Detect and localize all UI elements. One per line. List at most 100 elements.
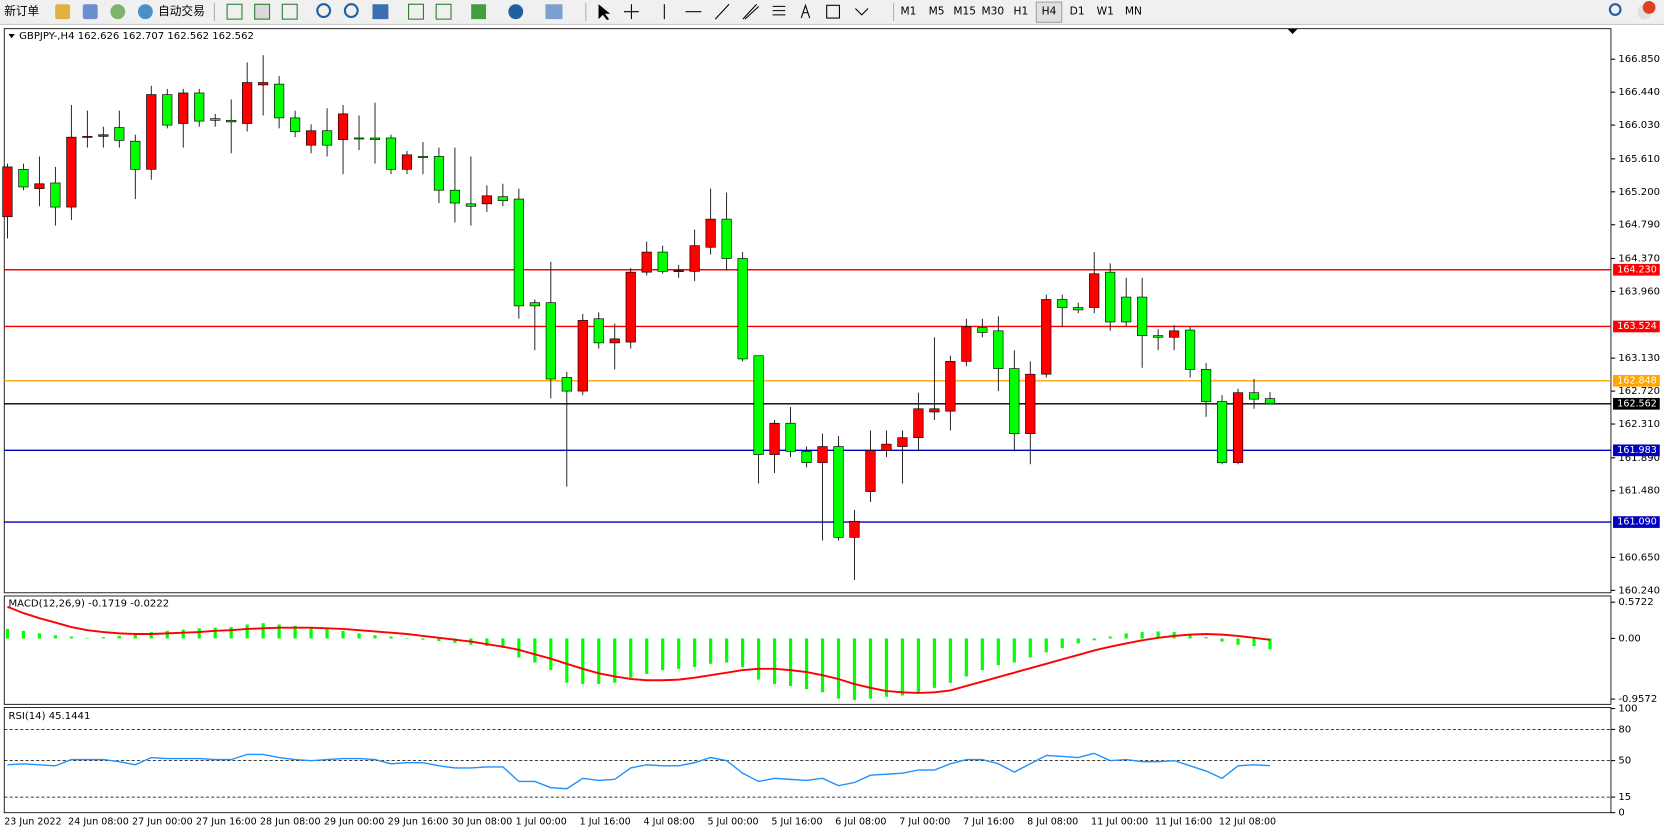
level-label: 163.524 bbox=[1617, 321, 1656, 332]
macd-bar bbox=[5, 628, 10, 639]
candle-body bbox=[1185, 329, 1196, 370]
candle-body bbox=[1009, 368, 1020, 434]
level-label: 164.230 bbox=[1617, 264, 1656, 275]
indicators-button[interactable] bbox=[471, 4, 487, 20]
y-tick-label: 166.030 bbox=[1618, 120, 1660, 131]
macd-bar bbox=[1204, 637, 1208, 639]
y-tick-label: 163.960 bbox=[1618, 286, 1660, 297]
timeframe-button[interactable]: M30 bbox=[981, 5, 1004, 18]
macd-bar bbox=[1076, 638, 1080, 644]
zoom-out-button[interactable] bbox=[343, 3, 359, 19]
arrows-button[interactable] bbox=[854, 8, 869, 16]
macd-bar bbox=[1140, 632, 1144, 639]
macd-bar bbox=[741, 638, 745, 667]
icon-button[interactable] bbox=[55, 4, 71, 20]
macd-bar bbox=[1028, 638, 1032, 658]
bar-chart-button[interactable] bbox=[226, 3, 243, 20]
x-tick-label: 23 Jun 2022 bbox=[4, 817, 61, 828]
macd-bar bbox=[996, 638, 1000, 666]
macd-bar bbox=[613, 638, 617, 683]
candle-body bbox=[481, 195, 492, 205]
candle-body bbox=[433, 156, 445, 191]
macd-bar bbox=[1108, 636, 1112, 639]
macd-bar bbox=[852, 638, 857, 700]
fibo-button[interactable] bbox=[772, 5, 786, 16]
crosshair-button[interactable] bbox=[624, 4, 639, 20]
candle-body bbox=[545, 302, 556, 380]
candle-body bbox=[801, 451, 812, 463]
candle-body bbox=[114, 127, 125, 141]
candle-body bbox=[401, 154, 413, 170]
timeframe-button[interactable]: H1 bbox=[1014, 5, 1029, 18]
candle-body bbox=[993, 330, 1004, 369]
macd-bar bbox=[836, 638, 841, 699]
timeframe-button[interactable]: M5 bbox=[929, 5, 945, 18]
candle-body bbox=[1264, 398, 1276, 405]
macd-bar bbox=[1060, 638, 1064, 648]
x-tick-label: 30 Jun 08:00 bbox=[452, 817, 513, 828]
candle-body bbox=[513, 198, 524, 307]
candle-body bbox=[753, 355, 764, 455]
candle-body bbox=[50, 182, 61, 208]
x-tick-label: 24 Jun 08:00 bbox=[68, 817, 129, 828]
candle-body bbox=[689, 245, 700, 272]
scroll-button[interactable] bbox=[408, 3, 424, 20]
timeframe-button[interactable]: M1 bbox=[900, 5, 916, 18]
macd-title: MACD(12,26,9) -0.1719 -0.0222 bbox=[8, 598, 169, 609]
level-label-bg bbox=[1613, 374, 1660, 387]
line-chart-button[interactable] bbox=[281, 3, 298, 20]
channel-button[interactable] bbox=[742, 3, 760, 20]
x-tick-label: 5 Jul 00:00 bbox=[707, 817, 758, 828]
x-tick-label: 29 Jun 00:00 bbox=[324, 817, 385, 828]
candle-body bbox=[1121, 296, 1132, 323]
timeframe-button[interactable]: D1 bbox=[1070, 5, 1085, 18]
macd-bar bbox=[197, 628, 201, 639]
macd-bar bbox=[709, 638, 713, 664]
auto-trading-button[interactable]: 自动交易 bbox=[158, 4, 205, 18]
search-button[interactable] bbox=[1608, 3, 1622, 16]
trendline-button[interactable] bbox=[714, 3, 730, 20]
new-order-button[interactable]: 新订单 bbox=[4, 4, 39, 18]
candle-body bbox=[769, 422, 780, 455]
candle-body bbox=[290, 117, 301, 132]
timeframe-button[interactable]: H4 bbox=[1042, 5, 1057, 18]
candle-body bbox=[881, 443, 892, 451]
zoom-in-button[interactable] bbox=[316, 3, 332, 19]
level-label: 161.983 bbox=[1617, 445, 1656, 456]
level-label-bg bbox=[1613, 263, 1660, 276]
candle-body bbox=[385, 137, 397, 170]
candle-body bbox=[1248, 392, 1260, 400]
candle-body bbox=[705, 218, 716, 248]
timeframe-button[interactable]: W1 bbox=[1097, 5, 1114, 18]
rsi-line bbox=[7, 752, 1271, 790]
candle-body bbox=[130, 140, 141, 170]
x-tick-label: 8 Jul 08:00 bbox=[1027, 817, 1078, 828]
candle-body bbox=[897, 437, 908, 447]
icon-button[interactable] bbox=[110, 4, 126, 20]
auto-trading-icon[interactable] bbox=[137, 4, 153, 20]
macd-bar bbox=[1012, 638, 1016, 663]
macd-bar bbox=[1220, 638, 1224, 642]
templates-button[interactable] bbox=[545, 4, 563, 20]
timeframe-button[interactable]: M15 bbox=[953, 5, 976, 18]
y-tick-label: 50 bbox=[1618, 756, 1631, 767]
label-button[interactable] bbox=[826, 4, 840, 19]
candle-body bbox=[258, 82, 269, 86]
macd-bar bbox=[932, 638, 936, 688]
text-button[interactable] bbox=[800, 3, 811, 19]
timeframe-button[interactable]: MN bbox=[1125, 5, 1142, 18]
shift-button[interactable] bbox=[435, 3, 452, 20]
macd-bar bbox=[341, 630, 345, 639]
candle-body bbox=[625, 271, 636, 343]
macd-bar bbox=[517, 638, 521, 658]
candle-body bbox=[242, 82, 253, 124]
macd-bar bbox=[101, 637, 105, 639]
candle-chart-button[interactable] bbox=[254, 3, 271, 20]
icon-button[interactable] bbox=[82, 4, 98, 20]
macd-bar bbox=[277, 624, 281, 639]
y-tick-label: 166.440 bbox=[1618, 87, 1660, 98]
periods-button[interactable] bbox=[508, 4, 524, 20]
tile-button[interactable] bbox=[372, 4, 389, 20]
y-tick-label: 160.650 bbox=[1618, 552, 1660, 563]
